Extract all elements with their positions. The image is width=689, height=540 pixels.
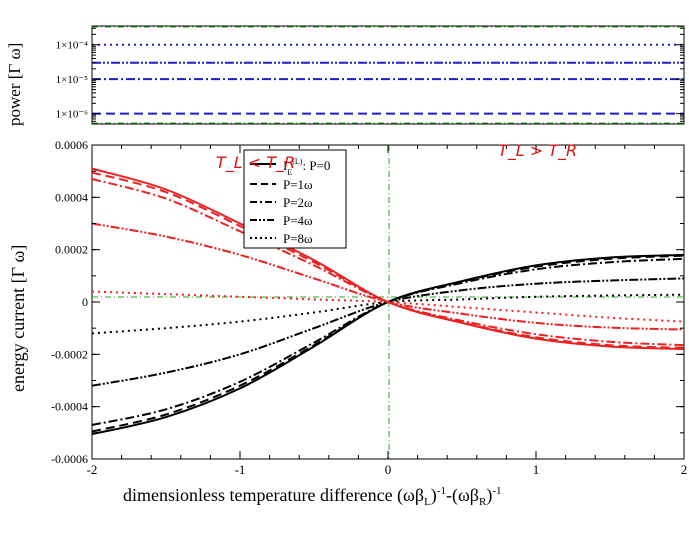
series-black-dotted [91, 293, 685, 335]
main-xtick-group: -2 -1 0 1 2 [87, 145, 688, 477]
legend-box [243, 149, 347, 249]
annotation-right: T_L > T_R [498, 141, 577, 161]
ytick-label: 0.0006 [55, 138, 88, 152]
power-panel: 1×10⁻⁶ 1×10⁻⁵ 1×10⁻⁴ power [Γ ω] [5, 25, 685, 126]
series-black-dashdotdot [91, 277, 685, 387]
main-ylabel: energy current [Γ ω] [8, 245, 28, 392]
main-xlabel: dimensionless temperature difference (ωβ… [123, 485, 501, 508]
energy-current-series-group [91, 167, 685, 436]
power-ytick-label: 1×10⁻⁶ [56, 109, 89, 121]
ytick-label: 0 [82, 295, 88, 309]
ytick-label: -0.0006 [51, 452, 88, 466]
ytick-label: -0.0004 [51, 400, 88, 414]
power-ytick-group: 1×10⁻⁶ 1×10⁻⁵ 1×10⁻⁴ [56, 27, 684, 125]
energy-current-panel: -2 -1 0 1 2 -0.0006 -0.0004 -0.0002 0 0.0002 0.00… [8, 138, 687, 508]
legend-label-p4: P=4ω [283, 213, 313, 228]
power-ytick-label: 1×10⁻⁴ [56, 40, 89, 52]
series-red-dashdot [91, 178, 685, 347]
series-red-dashdotdot [91, 222, 685, 331]
legend-label-p2: P=2ω [283, 195, 313, 210]
legend-label-p1: P=1ω [283, 177, 313, 192]
xtick-label: 0 [385, 462, 392, 477]
power-series-group [92, 26, 684, 124]
main-ytick-group: -0.0006 -0.0004 -0.0002 0 0.0002 0.0004 0.0006 [51, 138, 684, 466]
xtick-label: -1 [235, 462, 246, 477]
ytick-label: 0.0002 [55, 243, 88, 257]
annotation-left: T_L < T_R [216, 153, 295, 173]
power-ylabel: power [Γ ω] [5, 43, 24, 126]
ytick-label: 0.0004 [55, 190, 88, 204]
power-ytick-label: 1×10⁻⁵ [56, 74, 89, 86]
power-panel-frame [91, 25, 685, 125]
ytick-label: -0.0002 [51, 347, 88, 361]
legend-label-p0: IE(L): P=0 [283, 157, 330, 177]
legend: IE(L): P=0 P=1ω P=2ω P=4ω P=8ω [243, 149, 347, 249]
xtick-label: -2 [87, 462, 98, 477]
series-red-solid [91, 167, 685, 351]
xtick-label: 1 [533, 462, 540, 477]
series-black-dashdot [91, 257, 685, 426]
xtick-label: 2 [681, 462, 688, 477]
series-red-dashed [91, 171, 685, 349]
legend-label-p8: P=8ω [283, 231, 313, 246]
